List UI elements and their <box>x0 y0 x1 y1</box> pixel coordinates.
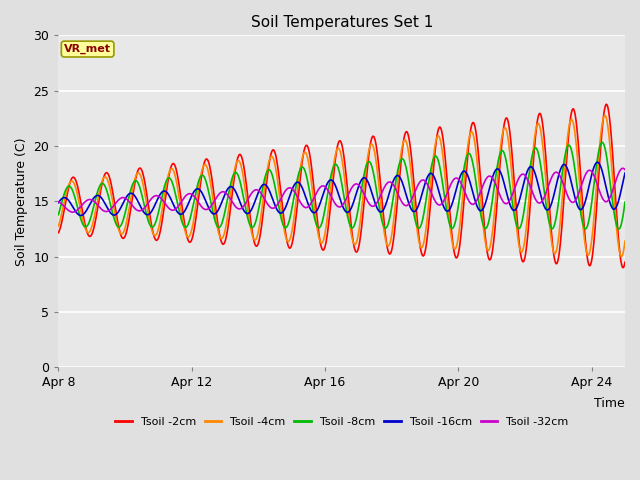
Tsoil -32cm <box>70 209 78 215</box>
Tsoil -4cm <box>618 253 625 259</box>
Tsoil -32cm <box>69 209 77 215</box>
Tsoil -32cm <box>180 194 188 200</box>
Tsoil -8cm <box>621 199 629 205</box>
Tsoil -16cm <box>54 200 62 205</box>
Line: Tsoil -32cm: Tsoil -32cm <box>58 168 625 212</box>
Text: Time: Time <box>595 397 625 410</box>
Tsoil -16cm <box>594 159 602 165</box>
Tsoil -2cm <box>180 219 188 225</box>
Tsoil -32cm <box>148 195 156 201</box>
Tsoil -16cm <box>196 188 204 193</box>
Tsoil -4cm <box>601 112 609 118</box>
Tsoil -2cm <box>196 183 204 189</box>
Tsoil -16cm <box>148 208 156 214</box>
Tsoil -2cm <box>148 222 156 228</box>
Tsoil -32cm <box>54 199 62 205</box>
Tsoil -16cm <box>77 213 84 218</box>
Tsoil -4cm <box>148 227 156 232</box>
Tsoil -2cm <box>70 175 78 180</box>
Tsoil -4cm <box>180 225 188 230</box>
Tsoil -16cm <box>359 175 367 181</box>
Tsoil -8cm <box>180 224 188 229</box>
Tsoil -8cm <box>54 212 62 217</box>
Tsoil -16cm <box>70 206 78 212</box>
Tsoil -2cm <box>603 101 611 107</box>
Tsoil -32cm <box>621 167 629 172</box>
Tsoil -8cm <box>359 179 367 184</box>
Tsoil -32cm <box>359 189 367 195</box>
Tsoil -2cm <box>621 259 629 265</box>
Tsoil -32cm <box>196 203 204 208</box>
Tsoil -4cm <box>70 180 78 186</box>
Tsoil -4cm <box>621 238 629 244</box>
Tsoil -32cm <box>619 166 627 171</box>
Tsoil -8cm <box>615 226 623 232</box>
Tsoil -4cm <box>54 223 62 229</box>
Tsoil -8cm <box>497 150 504 156</box>
Tsoil -4cm <box>359 196 367 202</box>
Tsoil -16cm <box>621 170 629 176</box>
Legend: Tsoil -2cm, Tsoil -4cm, Tsoil -8cm, Tsoil -16cm, Tsoil -32cm: Tsoil -2cm, Tsoil -4cm, Tsoil -8cm, Tsoi… <box>111 413 573 432</box>
Line: Tsoil -16cm: Tsoil -16cm <box>58 162 625 216</box>
Tsoil -32cm <box>497 194 504 200</box>
Tsoil -4cm <box>196 176 204 181</box>
Tsoil -8cm <box>148 224 156 230</box>
Line: Tsoil -8cm: Tsoil -8cm <box>58 143 625 229</box>
Title: Soil Temperatures Set 1: Soil Temperatures Set 1 <box>250 15 433 30</box>
Tsoil -16cm <box>497 169 504 175</box>
Line: Tsoil -2cm: Tsoil -2cm <box>58 104 625 268</box>
Tsoil -16cm <box>180 208 188 214</box>
Tsoil -2cm <box>54 230 62 236</box>
Tsoil -8cm <box>598 140 606 145</box>
Text: VR_met: VR_met <box>64 44 111 54</box>
Y-axis label: Soil Temperature (C): Soil Temperature (C) <box>15 137 28 265</box>
Tsoil -4cm <box>497 146 504 152</box>
Tsoil -2cm <box>619 265 627 271</box>
Tsoil -8cm <box>70 192 78 198</box>
Line: Tsoil -4cm: Tsoil -4cm <box>58 115 625 256</box>
Tsoil -2cm <box>359 214 367 219</box>
Tsoil -2cm <box>497 158 504 164</box>
Tsoil -8cm <box>196 174 204 180</box>
